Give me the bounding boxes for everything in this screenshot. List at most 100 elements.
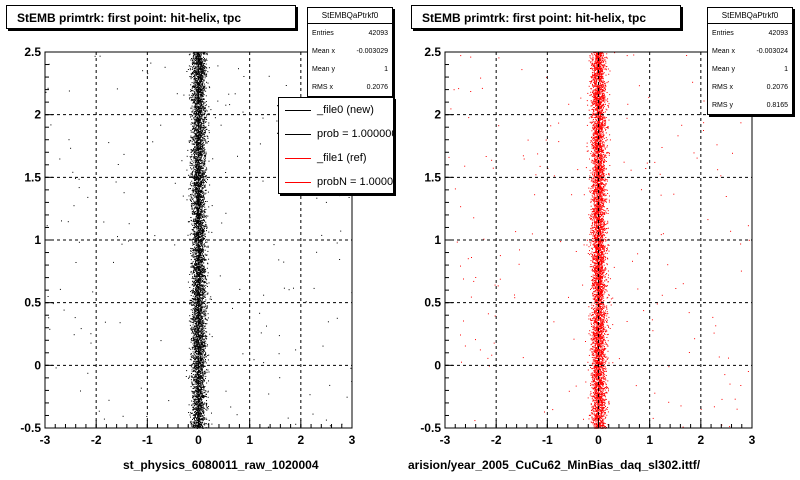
data-point [203,417,205,418]
data-point [199,261,201,263]
data-point [202,322,204,324]
data-point [191,327,193,329]
data-point [203,267,205,269]
data-point [195,148,197,150]
data-point [192,337,194,339]
data-point [199,175,201,177]
data-point [195,203,197,205]
data-point [200,229,202,231]
data-point [208,423,210,425]
data-point [193,312,195,314]
data-point [189,421,191,423]
data-point [203,349,205,351]
data-point [193,242,195,243]
data-point [201,292,203,293]
data-point [196,208,197,210]
data-point [206,128,208,130]
data-point [201,237,203,239]
data-point [193,281,195,282]
data-point [195,216,197,218]
data-point [195,264,196,266]
data-point [195,247,196,249]
data-point [204,282,206,283]
data-point [200,231,202,233]
data-point [201,367,203,369]
data-point [202,138,204,140]
data-point [204,235,206,237]
data-point [193,117,194,119]
data-point [193,86,195,88]
data-point [197,292,199,294]
data-point [202,94,203,96]
data-point [204,160,206,162]
data-point [200,141,202,143]
data-point [195,196,197,197]
data-point [193,76,194,77]
data-point [196,330,198,332]
data-point [196,403,198,405]
data-point [189,238,191,240]
data-point [194,134,196,136]
data-point [201,339,203,341]
data-point [193,265,195,267]
data-point [200,197,202,199]
data-point [191,177,193,178]
data-point [203,397,205,399]
data-point [200,422,202,423]
data-point [278,335,280,337]
data-point [203,80,205,82]
data-point [46,225,48,227]
data-point [189,315,191,317]
data-point [207,319,208,321]
data-point [196,310,198,312]
data-point [277,132,278,134]
data-point [201,155,203,157]
data-point [191,206,193,208]
data-point [199,124,200,126]
data-point [197,56,199,58]
data-point [197,72,198,74]
data-point [199,106,201,108]
data-point [194,326,196,328]
data-point [198,331,200,332]
data-point [188,412,190,413]
data-point [199,277,201,278]
data-point [200,310,202,312]
data-point [205,408,207,410]
data-point [199,272,201,274]
data-point [204,238,205,240]
data-point [205,259,207,261]
data-point [205,66,207,68]
data-point [203,344,205,346]
data-point [196,60,198,62]
data-point [195,303,197,305]
data-point [200,400,202,402]
data-point [204,130,206,132]
data-point [198,74,200,76]
data-point [198,425,200,427]
data-point [198,169,199,171]
data-point [196,203,198,205]
data-point [193,227,195,229]
data-point [198,294,200,296]
data-point [199,192,201,194]
data-point [196,369,198,371]
data-point [201,356,203,358]
data-point [190,359,192,361]
data-point [195,103,197,104]
data-point [198,331,200,333]
data-point [253,359,255,361]
data-point [202,62,204,64]
data-point [194,366,195,368]
data-point [203,281,205,283]
data-point [198,212,200,214]
data-point [204,53,206,55]
data-point [201,398,203,400]
data-point [199,64,201,66]
data-point [193,391,195,392]
data-point [196,318,198,320]
data-point [203,162,205,164]
data-point [201,380,203,381]
data-point [195,152,196,154]
data-point [193,404,195,406]
